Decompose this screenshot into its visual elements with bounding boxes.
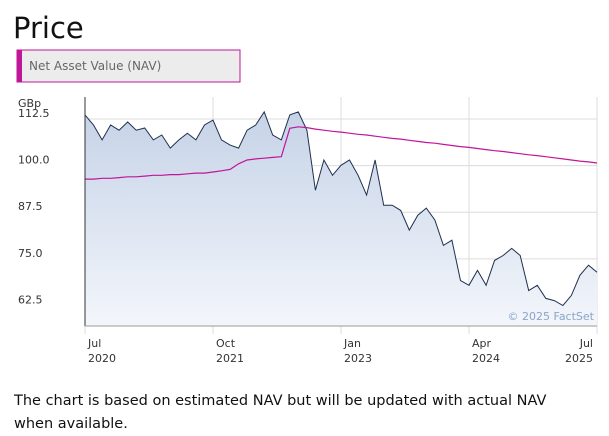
x-tick-label: Jul [87, 337, 101, 350]
x-tick-label: 2023 [344, 352, 372, 365]
line [84, 110, 598, 307]
x-tick-label: Jan [343, 337, 361, 350]
x-tick-label: 2021 [216, 352, 244, 365]
legend-swatch [17, 50, 22, 82]
x-tick-label: 2024 [472, 352, 500, 365]
legend-label: Net Asset Value (NAV) [29, 59, 161, 73]
chart-title: Price [13, 11, 84, 45]
legend-box [16, 49, 241, 83]
y-tick-label: 75.0 [18, 247, 43, 260]
area [85, 111, 597, 327]
chart: Price GBp 112.5 100.0 87.5 75.0 62.5 Jul 2020 O… [13, 11, 598, 365]
annotation: © 2025 FactSet [508, 310, 595, 323]
y-tick-label: 100.0 [18, 154, 50, 167]
y-tick-label: 87.5 [18, 200, 43, 213]
x-tick-label: 2025 [565, 352, 593, 365]
y-axis-label: GBp [18, 97, 41, 110]
x-tick-label: 2020 [88, 352, 116, 365]
x-tick-label: Jul [579, 337, 593, 350]
y-tick-label: 62.5 [18, 293, 43, 306]
footnote: The chart is based on estimated NAV but … [14, 393, 547, 432]
y-tick-label: 112.5 [18, 107, 50, 120]
x-tick-label: Apr [472, 337, 492, 350]
line [85, 126, 598, 180]
x-tick-label: Oct [216, 337, 236, 350]
